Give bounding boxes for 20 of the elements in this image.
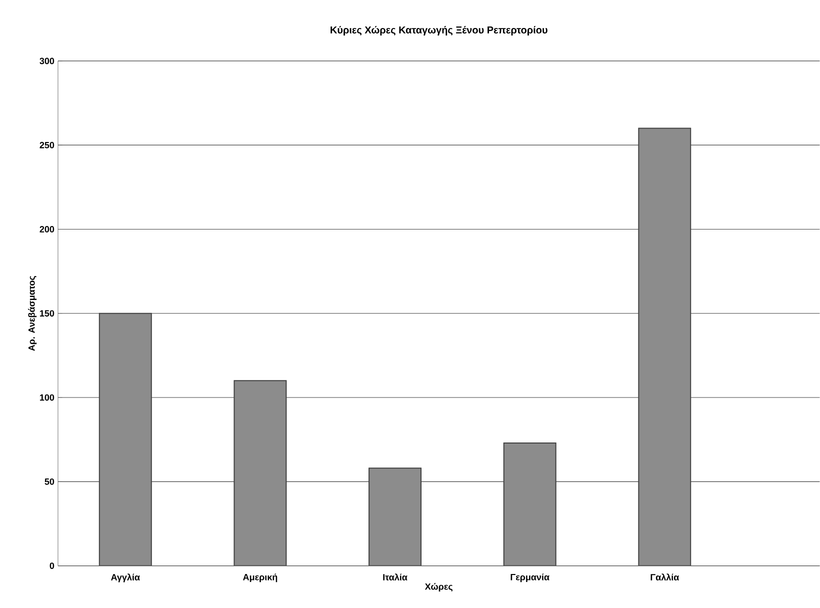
y-tick-label: 300 bbox=[40, 58, 54, 64]
y-tick-label: 200 bbox=[40, 226, 54, 233]
y-tick-label: 100 bbox=[40, 394, 54, 401]
y-tick-label: 250 bbox=[40, 142, 54, 148]
chart-title: Κύριες Χώρες Καταγωγής Ξένου Ρεπερτορίου bbox=[330, 26, 548, 36]
x-axis-title: Χώρες bbox=[424, 583, 452, 592]
x-tick-label: Αμερική bbox=[243, 574, 278, 582]
y-tick-label: 0 bbox=[50, 562, 54, 570]
y-tick-label: 50 bbox=[44, 478, 54, 485]
bar bbox=[638, 128, 692, 566]
bar bbox=[234, 380, 287, 566]
x-tick-label: Γαλλία bbox=[650, 574, 680, 581]
bar bbox=[98, 312, 152, 566]
y-tick-label: 150 bbox=[40, 310, 54, 317]
bar bbox=[368, 468, 422, 566]
bar bbox=[503, 442, 556, 566]
x-tick-label: Ιταλία bbox=[383, 574, 408, 581]
x-tick-label: Αγγλία bbox=[111, 574, 140, 582]
y-axis-title: Αρ. Ανεβάσματος bbox=[28, 276, 37, 352]
x-tick-label: Γερμανία bbox=[510, 574, 550, 582]
